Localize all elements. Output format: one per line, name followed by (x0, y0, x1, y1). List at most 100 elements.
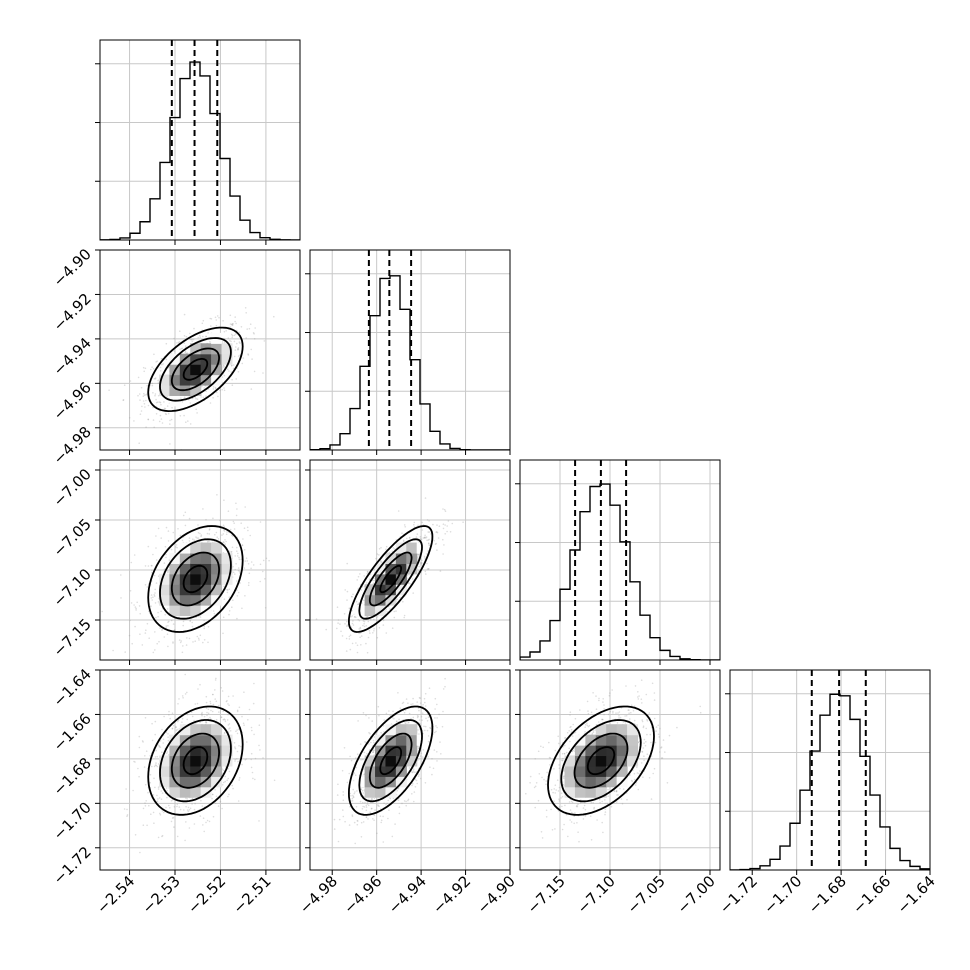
scatter-point (130, 602, 133, 604)
contour-line (347, 705, 434, 816)
scatter-point (301, 748, 303, 750)
scatter-point (424, 536, 426, 538)
scatter-point (191, 621, 193, 624)
density-cell (159, 374, 171, 386)
contour-line (368, 732, 413, 789)
scatter-point (167, 570, 169, 573)
scatter-point (172, 724, 175, 727)
scatter-point (446, 530, 448, 533)
scatter-point (194, 640, 196, 642)
scatter-point (424, 705, 427, 707)
scatter-point (158, 745, 161, 747)
scatter-point (166, 751, 169, 753)
scatter-point (152, 392, 154, 394)
scatter-point (234, 333, 237, 335)
scatter-point (165, 556, 167, 559)
scatter-point (145, 629, 147, 631)
scatter-point (563, 823, 565, 826)
scatter-point (231, 324, 233, 326)
scatter-point (195, 397, 197, 400)
scatter-point (155, 582, 158, 584)
scatter-point (380, 561, 382, 563)
scatter-point (362, 624, 364, 627)
scatter-point (342, 799, 345, 802)
scatter-point (355, 757, 357, 759)
scatter-point (253, 370, 256, 373)
scatter-point (378, 548, 381, 550)
scatter-point (179, 330, 181, 333)
density-cell (395, 734, 407, 746)
scatter-point (258, 744, 260, 747)
scatter-point (138, 775, 140, 778)
scatter-point (214, 679, 217, 681)
scatter-point (212, 703, 215, 706)
scatter-point (226, 700, 228, 702)
scatter-point (354, 615, 356, 618)
scatter-point (161, 728, 163, 731)
scatter-point (436, 531, 439, 534)
scatter-point (246, 741, 248, 743)
scatter-point (373, 797, 376, 800)
density-cell (169, 573, 181, 585)
scatter-point (228, 793, 230, 796)
scatter-point (571, 811, 573, 814)
scatter-point (183, 809, 185, 811)
scatter-point (186, 798, 188, 800)
scatter-point (353, 792, 356, 795)
scatter-point (173, 806, 176, 808)
histogram-4 (730, 670, 930, 870)
scatter-point (385, 803, 387, 806)
scatter-point (425, 536, 428, 538)
scatter-point (188, 827, 191, 829)
scatter-point (196, 702, 199, 705)
scatter-point (232, 535, 234, 537)
scatter-point (250, 348, 252, 351)
scatter-point (360, 644, 362, 646)
contour-line (159, 337, 232, 402)
scatter-point (157, 527, 160, 530)
scatter-point (237, 348, 239, 351)
scatter-point (407, 799, 409, 802)
scatter-point (262, 559, 265, 562)
scatter-point (236, 710, 239, 713)
scatter-point (569, 726, 571, 729)
scatter-point (239, 342, 241, 345)
density-cell (179, 374, 191, 386)
scatter-point (156, 765, 159, 768)
scatter-point (650, 798, 653, 800)
scatter-point (643, 759, 645, 762)
scatter-point (156, 794, 158, 797)
scatter-point (273, 779, 276, 782)
scatter-point (233, 528, 236, 530)
scatter-point (205, 395, 207, 397)
scatter-point (416, 701, 419, 703)
scatter-point (403, 800, 406, 802)
scatter-point (428, 544, 430, 546)
scatter-point (165, 787, 168, 789)
scatter-point (159, 746, 162, 748)
scatter-point (416, 533, 419, 535)
scatter-point (516, 776, 518, 778)
scatter-point (254, 757, 257, 760)
scatter-point (144, 565, 147, 567)
scatter-point (151, 384, 154, 387)
scatter-point (336, 627, 338, 630)
scatter-point (383, 731, 385, 733)
scatter-point (427, 531, 430, 533)
scatter-point (177, 719, 180, 722)
scatter-point (244, 506, 246, 508)
scatter-point (615, 712, 617, 714)
scatter-point (364, 801, 366, 804)
scatter-point (161, 751, 163, 753)
scatter-point (372, 750, 375, 752)
scatter-point (236, 546, 238, 549)
scatter-point (351, 797, 354, 800)
scatter-point (434, 697, 437, 700)
scatter-point (352, 796, 355, 798)
scatter-point (163, 715, 165, 718)
scatter-point (183, 665, 185, 667)
scatter-point (412, 697, 414, 700)
density-cell (221, 755, 233, 767)
scatter-point (410, 717, 412, 720)
scatter-point (620, 798, 623, 800)
